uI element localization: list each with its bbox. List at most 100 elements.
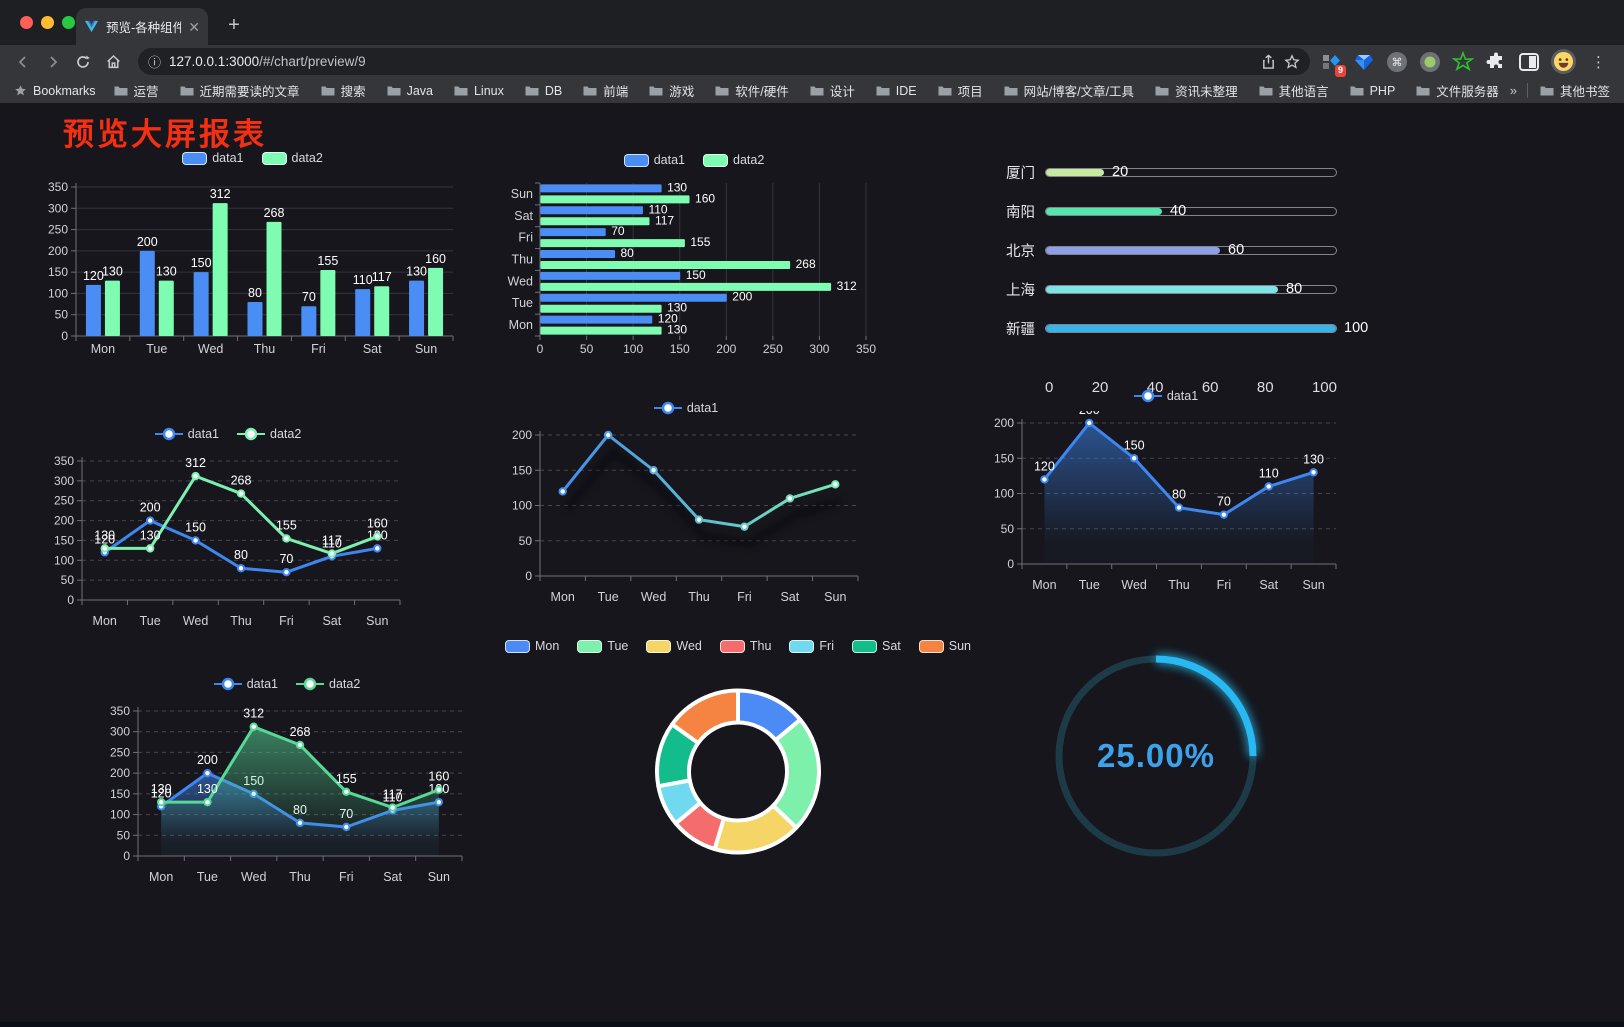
bookmark-folder[interactable]: 软件/硬件: [715, 81, 789, 100]
legend-item[interactable]: data2: [261, 151, 323, 165]
forward-button[interactable]: [40, 49, 66, 75]
legend-item[interactable]: Mon: [504, 639, 559, 653]
bookmark-folder[interactable]: Linux: [454, 84, 504, 98]
navigation-bar: ⓘ 127.0.0.1:3000/#/chart/preview/9 9 ⌘: [0, 45, 1624, 78]
legend-swatch: [623, 153, 649, 167]
legend-item[interactable]: data1: [623, 153, 685, 167]
svg-text:150: 150: [1124, 438, 1145, 452]
svg-text:70: 70: [611, 224, 625, 238]
extension-command-icon[interactable]: ⌘: [1386, 51, 1408, 73]
bookmark-folder[interactable]: 近期需要读的文章: [180, 81, 300, 100]
legend-item[interactable]: data1: [154, 427, 219, 441]
tab-close-icon[interactable]: ✕: [188, 18, 200, 35]
legend-item[interactable]: data1: [1133, 389, 1198, 403]
site-info-icon[interactable]: ⓘ: [148, 55, 162, 70]
svg-text:120: 120: [94, 532, 115, 546]
side-panel-icon[interactable]: [1518, 51, 1540, 73]
bookmark-folder[interactable]: 搜索: [321, 81, 366, 100]
svg-text:150: 150: [185, 520, 206, 534]
svg-text:Sat: Sat: [780, 590, 799, 604]
bookmark-folder[interactable]: 项目: [938, 81, 983, 100]
legend-item[interactable]: data2: [296, 677, 360, 691]
folder-icon: [1155, 86, 1169, 96]
bookmark-folder[interactable]: DB: [525, 84, 562, 98]
minimize-window-button[interactable]: [41, 16, 54, 29]
svg-text:250: 250: [54, 494, 74, 508]
bookmark-folder[interactable]: 设计: [810, 81, 855, 100]
url-text[interactable]: 127.0.0.1:3000/#/chart/preview/9: [169, 54, 1253, 69]
svg-text:Thu: Thu: [511, 253, 533, 267]
svg-text:Mon: Mon: [509, 318, 533, 332]
browser-menu-icon[interactable]: ⋮: [1591, 53, 1606, 71]
legend-label: Tue: [607, 639, 629, 653]
bookmark-folder[interactable]: 资讯未整理: [1155, 81, 1238, 100]
svg-text:Tue: Tue: [598, 590, 619, 604]
extension-grid-icon[interactable]: 9: [1320, 51, 1346, 77]
svg-text:80: 80: [234, 548, 248, 562]
folder-icon: [387, 86, 401, 96]
zoom-window-button[interactable]: [62, 16, 75, 29]
bookmark-folder[interactable]: 游戏: [649, 81, 694, 100]
grouped-bar-chart: data1 data2 0 50 100 150 200 250 300 350 Mon Tue Wed…: [40, 148, 465, 360]
new-tab-button[interactable]: +: [228, 14, 240, 36]
svg-text:50: 50: [55, 308, 69, 322]
svg-text:⌘: ⌘: [1392, 56, 1403, 69]
legend-swatch: [577, 639, 603, 653]
svg-text:Fri: Fri: [1217, 578, 1232, 592]
folder-icon: [114, 86, 128, 96]
svg-text:Fri: Fri: [518, 231, 533, 245]
bookmarks-root[interactable]: Bookmarks: [14, 84, 96, 98]
reload-button[interactable]: [70, 49, 96, 75]
bookmark-folder[interactable]: 网站/博客/文章/工具: [1004, 81, 1134, 100]
extension-dot-icon[interactable]: [1419, 51, 1441, 73]
legend-item[interactable]: Sun: [918, 639, 972, 653]
profile-avatar[interactable]: [1551, 49, 1576, 74]
bookmark-folder[interactable]: 前端: [583, 81, 628, 100]
legend-item[interactable]: data2: [237, 427, 301, 441]
bookmark-folder[interactable]: Java: [387, 84, 433, 98]
other-bookmarks[interactable]: 其他书签: [1540, 81, 1610, 100]
legend-label: Sun: [948, 639, 972, 653]
legend-label: Fri: [819, 639, 834, 653]
svg-text:Thu: Thu: [289, 870, 311, 884]
bookmark-folder[interactable]: 文件服务器: [1416, 81, 1499, 100]
back-button[interactable]: [10, 49, 36, 75]
bookmark-folder-label: 其他语言: [1278, 85, 1329, 99]
browser-tab[interactable]: 预览-各种组件 ✕: [76, 8, 208, 45]
legend-item[interactable]: data1: [653, 401, 718, 415]
svg-text:100: 100: [54, 553, 74, 567]
bookmark-folder-label: 近期需要读的文章: [199, 85, 300, 99]
home-button[interactable]: [100, 49, 126, 75]
svg-text:Sat: Sat: [1259, 578, 1278, 592]
legend-label: data1: [187, 427, 219, 441]
extensions-puzzle-icon[interactable]: [1485, 51, 1507, 73]
folder-icon: [1540, 86, 1554, 96]
legend-item[interactable]: Fri: [789, 639, 834, 653]
legend-item[interactable]: Sat: [852, 639, 901, 653]
close-window-button[interactable]: [20, 16, 33, 29]
bookmark-folder[interactable]: 运营: [114, 81, 159, 100]
legend-item[interactable]: Tue: [577, 639, 628, 653]
extension-gem-icon[interactable]: [1353, 51, 1375, 73]
bookmark-folder[interactable]: IDE: [876, 84, 917, 98]
svg-text:70: 70: [302, 290, 316, 304]
extension-star-icon[interactable]: [1452, 50, 1474, 73]
url-bar[interactable]: ⓘ 127.0.0.1:3000/#/chart/preview/9: [138, 48, 1310, 75]
svg-text:110: 110: [1259, 466, 1279, 480]
share-icon[interactable]: [1261, 54, 1276, 70]
legend-item[interactable]: data1: [182, 151, 244, 165]
svg-text:130: 130: [1303, 452, 1324, 466]
svg-text:80: 80: [248, 286, 262, 300]
legend-item[interactable]: Thu: [719, 639, 771, 653]
progress-label: 南阳: [1006, 205, 1035, 221]
bookmark-folder[interactable]: PHP: [1350, 84, 1395, 98]
bookmark-folder[interactable]: 其他语言: [1259, 81, 1329, 100]
legend-item[interactable]: data1: [213, 677, 278, 691]
legend-item[interactable]: data2: [703, 153, 764, 167]
progress-row: 北京 60: [995, 242, 1363, 260]
svg-text:200: 200: [716, 342, 736, 356]
svg-text:117: 117: [655, 213, 674, 227]
bookmarks-overflow-icon[interactable]: »: [1509, 83, 1517, 98]
legend-item[interactable]: Wed: [646, 639, 702, 653]
bookmark-star-icon[interactable]: [1284, 53, 1300, 70]
